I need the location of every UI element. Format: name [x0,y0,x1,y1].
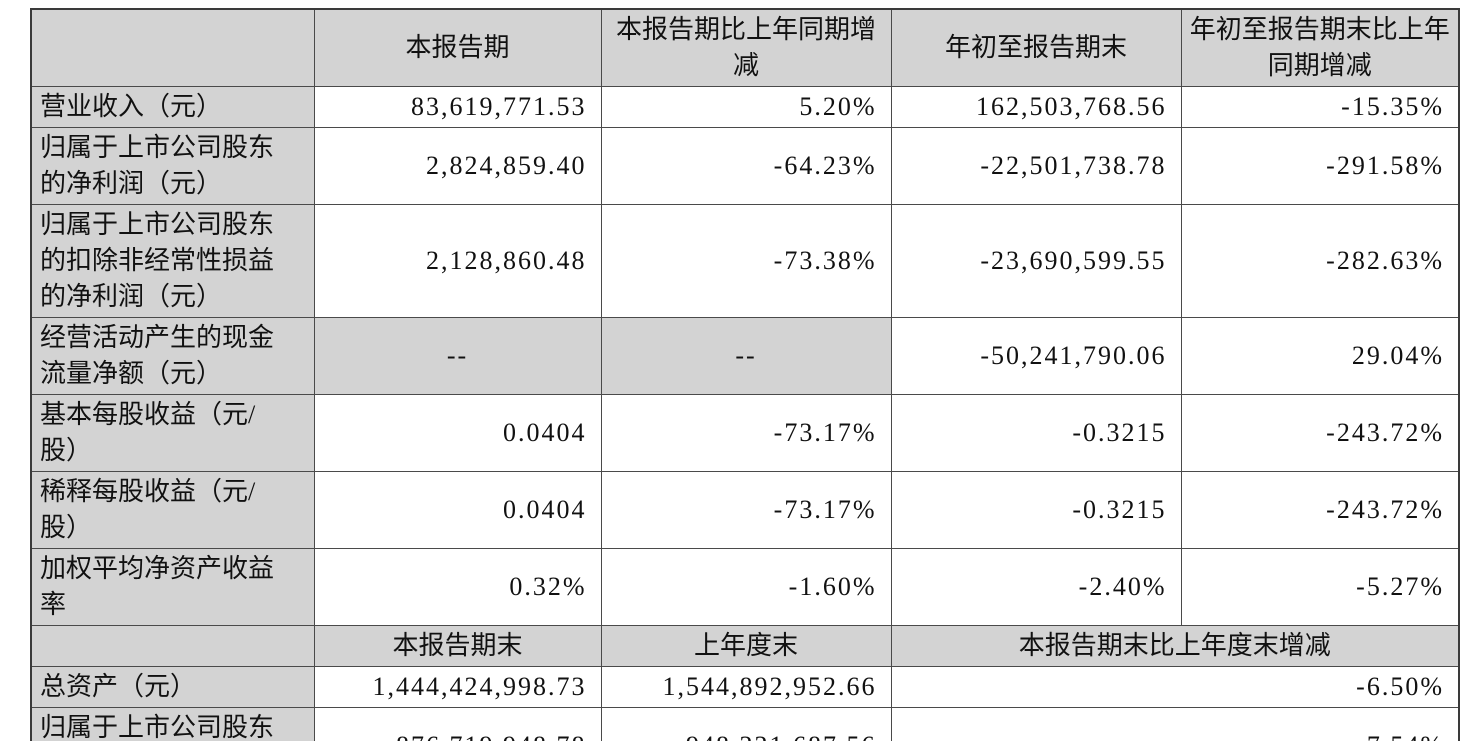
row-label: 加权平均净资产收益率 [30,548,315,626]
row-label: 稀释每股收益（元/股） [30,471,315,549]
value-cell: -64.23% [600,127,892,205]
value-cell: -22,501,738.78 [890,127,1182,205]
value-cell: -5.27% [1180,548,1460,626]
value-cell: -243.72% [1180,394,1460,472]
row-label: 基本每股收益（元/股） [30,394,315,472]
table-row: 营业收入（元） 83,619,771.53 5.20% 162,503,768.… [30,86,1460,128]
value-cell: -282.63% [1180,204,1460,318]
value-cell-merged: -7.54% [890,707,1460,741]
value-cell: -243.72% [1180,471,1460,549]
financial-summary-table: 本报告期 本报告期比上年同期增减 年初至报告期末 年初至报告期末比上年同期增减 … [30,8,1460,741]
subheader-prior-year-end: 上年度末 [600,625,892,667]
table-row: 基本每股收益（元/股） 0.0404 -73.17% -0.3215 -243.… [30,394,1460,472]
value-cell: 2,824,859.40 [313,127,602,205]
value-cell: -0.3215 [890,471,1182,549]
value-cell: -2.40% [890,548,1182,626]
value-cell: -23,690,599.55 [890,204,1182,318]
value-cell: -1.60% [600,548,892,626]
na-cell: -- [600,317,892,395]
value-cell: -0.3215 [890,394,1182,472]
value-cell: 876,719,948.78 [313,707,602,741]
table-row: 稀释每股收益（元/股） 0.0404 -73.17% -0.3215 -243.… [30,471,1460,549]
header-current-period: 本报告期 [313,8,602,87]
value-cell: 83,619,771.53 [313,86,602,128]
subheader-change-merged: 本报告期末比上年度末增减 [890,625,1460,667]
row-label: 归属于上市公司股东的所有者权益（元） [30,707,315,741]
header-period-yoy-change: 本报告期比上年同期增减 [600,8,892,87]
value-cell: 29.04% [1180,317,1460,395]
table-row: 归属于上市公司股东的扣除非经常性损益的净利润（元） 2,128,860.48 -… [30,204,1460,318]
row-label: 总资产（元） [30,666,315,708]
table-row: 加权平均净资产收益率 0.32% -1.60% -2.40% -5.27% [30,548,1460,626]
row-label: 经营活动产生的现金流量净额（元） [30,317,315,395]
value-cell: 0.0404 [313,471,602,549]
header-empty-cell [30,8,315,87]
value-cell: 162,503,768.56 [890,86,1182,128]
value-cell: 1,444,424,998.73 [313,666,602,708]
table-row: 归属于上市公司股东的所有者权益（元） 876,719,948.78 948,22… [30,707,1460,741]
row-label: 归属于上市公司股东的净利润（元） [30,127,315,205]
header-row: 本报告期 本报告期比上年同期增减 年初至报告期末 年初至报告期末比上年同期增减 [30,8,1460,87]
value-cell: 0.32% [313,548,602,626]
value-cell: 5.20% [600,86,892,128]
value-cell-merged: -6.50% [890,666,1460,708]
table-row: 经营活动产生的现金流量净额（元） -- -- -50,241,790.06 29… [30,317,1460,395]
subheader-period-end: 本报告期末 [313,625,602,667]
value-cell: -73.17% [600,394,892,472]
value-cell: -50,241,790.06 [890,317,1182,395]
header-year-to-date: 年初至报告期末 [890,8,1182,87]
value-cell: -291.58% [1180,127,1460,205]
subheader-row: 本报告期末 上年度末 本报告期末比上年度末增减 [30,625,1460,667]
table-row: 归属于上市公司股东的净利润（元） 2,824,859.40 -64.23% -2… [30,127,1460,205]
value-cell: -73.38% [600,204,892,318]
table-row: 总资产（元） 1,444,424,998.73 1,544,892,952.66… [30,666,1460,708]
value-cell: -73.17% [600,471,892,549]
row-label: 营业收入（元） [30,86,315,128]
value-cell: 1,544,892,952.66 [600,666,892,708]
value-cell: 2,128,860.48 [313,204,602,318]
header-ytd-yoy-change: 年初至报告期末比上年同期增减 [1180,8,1460,87]
value-cell: 0.0404 [313,394,602,472]
value-cell: 948,221,687.56 [600,707,892,741]
subheader-empty-cell [30,625,315,667]
row-label: 归属于上市公司股东的扣除非经常性损益的净利润（元） [30,204,315,318]
na-cell: -- [313,317,602,395]
value-cell: -15.35% [1180,86,1460,128]
